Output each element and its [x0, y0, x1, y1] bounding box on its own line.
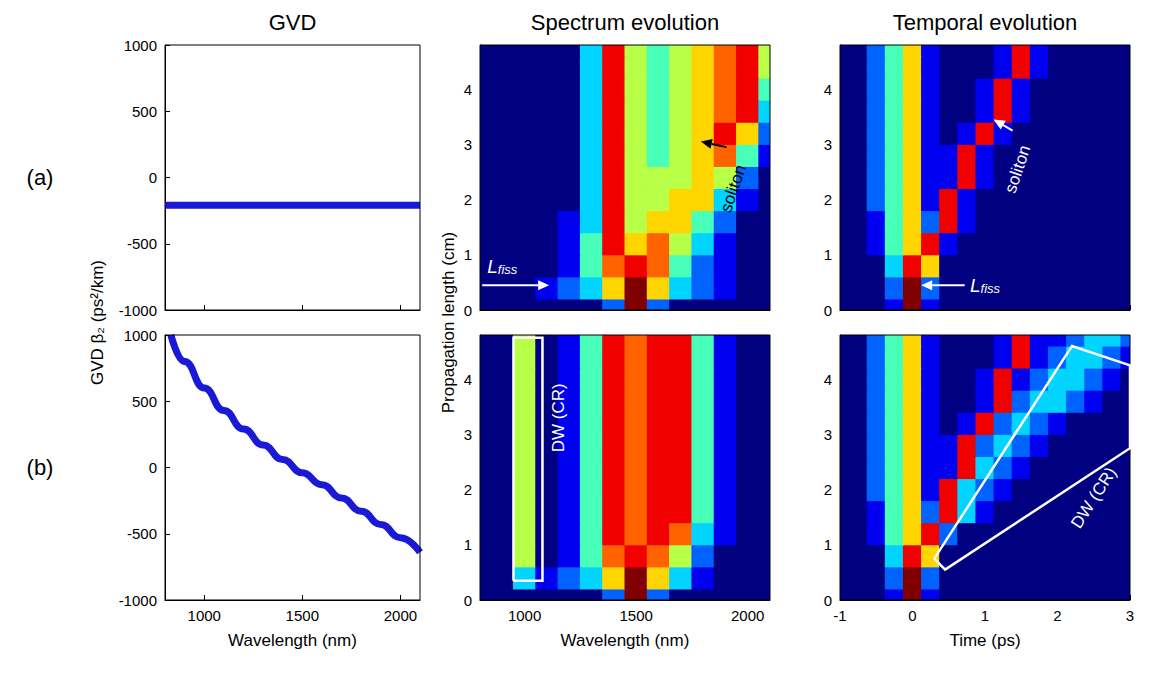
svg-text:0: 0	[908, 607, 916, 624]
svg-text:(a): (a)	[27, 165, 54, 190]
svg-text:L: L	[487, 256, 498, 277]
svg-text:2: 2	[464, 481, 472, 498]
svg-text:2000: 2000	[731, 607, 764, 624]
svg-text:soliton: soliton	[716, 162, 750, 215]
svg-text:3: 3	[824, 426, 832, 443]
svg-text:1: 1	[824, 246, 832, 263]
svg-text:L: L	[970, 275, 981, 296]
svg-text:4: 4	[824, 81, 832, 98]
svg-text:Temporal evolution: Temporal evolution	[893, 10, 1078, 35]
svg-text:1: 1	[464, 536, 472, 553]
svg-text:-1000: -1000	[119, 592, 157, 609]
svg-text:Spectrum evolution: Spectrum evolution	[531, 10, 719, 35]
svg-text:3: 3	[464, 136, 472, 153]
svg-text:(b): (b)	[27, 455, 54, 480]
svg-text:fiss: fiss	[981, 281, 1001, 296]
svg-text:1000: 1000	[188, 607, 221, 624]
svg-text:-500: -500	[127, 235, 157, 252]
svg-text:0: 0	[824, 592, 832, 609]
svg-text:1000: 1000	[124, 37, 157, 54]
svg-text:-500: -500	[127, 525, 157, 542]
svg-text:1500: 1500	[619, 607, 652, 624]
svg-text:0: 0	[464, 592, 472, 609]
svg-text:GVD: GVD	[269, 10, 317, 35]
svg-text:4: 4	[464, 81, 472, 98]
svg-text:0: 0	[824, 302, 832, 319]
svg-text:Wavelength (nm): Wavelength (nm)	[228, 631, 357, 650]
svg-text:4: 4	[824, 371, 832, 388]
svg-text:0: 0	[149, 169, 157, 186]
svg-text:500: 500	[132, 393, 157, 410]
svg-text:4: 4	[464, 371, 472, 388]
svg-text:DW (CR): DW (CR)	[549, 383, 568, 452]
svg-text:1: 1	[981, 607, 989, 624]
svg-text:3: 3	[1126, 607, 1134, 624]
svg-text:1500: 1500	[286, 607, 319, 624]
svg-text:1000: 1000	[508, 607, 541, 624]
svg-text:-1000: -1000	[119, 302, 157, 319]
svg-text:Wavelength (nm): Wavelength (nm)	[561, 631, 690, 650]
svg-text:Time (ps): Time (ps)	[949, 631, 1020, 650]
svg-text:2: 2	[464, 191, 472, 208]
svg-text:DW (CR): DW (CR)	[1067, 464, 1120, 532]
svg-text:-1: -1	[833, 607, 846, 624]
svg-text:1: 1	[824, 536, 832, 553]
svg-text:0: 0	[464, 302, 472, 319]
svg-text:fiss: fiss	[498, 262, 518, 277]
svg-text:1000: 1000	[124, 327, 157, 344]
svg-text:0: 0	[149, 459, 157, 476]
svg-text:2: 2	[824, 191, 832, 208]
svg-text:2000: 2000	[384, 607, 417, 624]
svg-text:1: 1	[464, 246, 472, 263]
svg-text:3: 3	[464, 426, 472, 443]
svg-text:Propagation length (cm): Propagation length (cm)	[439, 232, 458, 413]
svg-text:3: 3	[824, 136, 832, 153]
svg-text:2: 2	[824, 481, 832, 498]
svg-text:soliton: soliton	[1001, 143, 1035, 196]
svg-text:GVD β₂ (ps²/km): GVD β₂ (ps²/km)	[88, 260, 107, 385]
svg-text:2: 2	[1053, 607, 1061, 624]
svg-text:500: 500	[132, 103, 157, 120]
